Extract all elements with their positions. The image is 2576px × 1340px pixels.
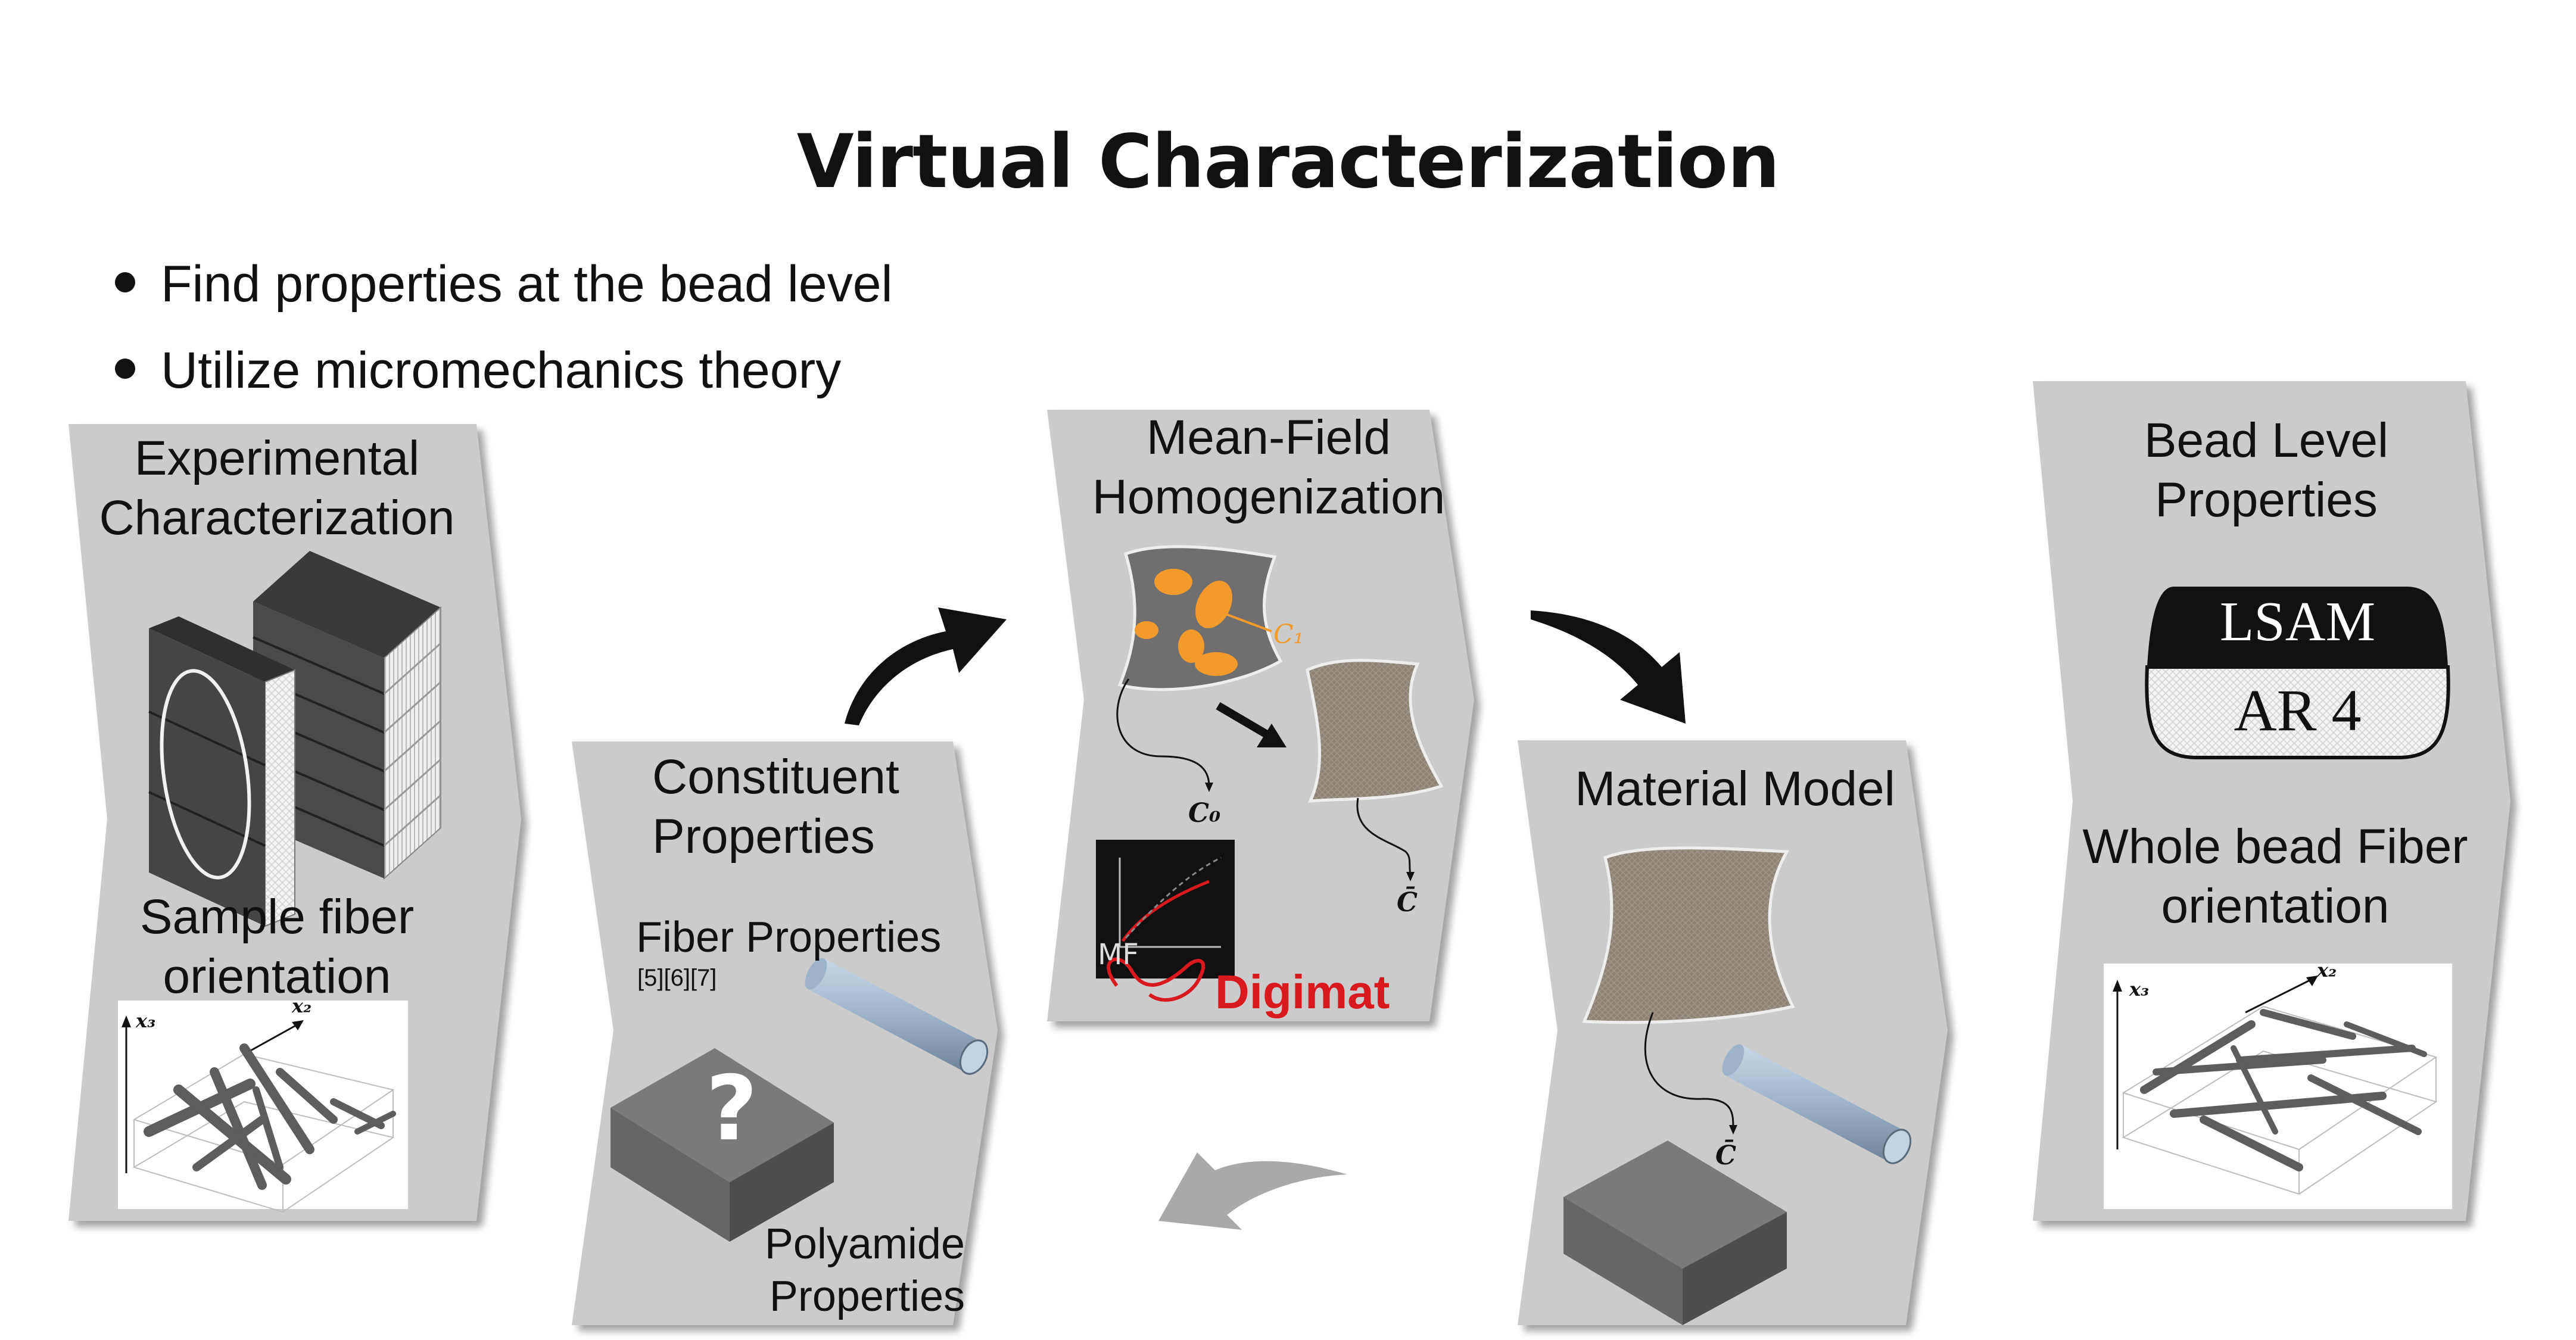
lsam-bead-section — [2145, 587, 2450, 759]
homogenized-medium — [1306, 659, 1444, 881]
axis-label-x2: x₂ — [292, 995, 312, 1017]
experimental-sub-line2: orientation — [163, 949, 391, 1004]
bullet-text: Find properties at the bead level — [161, 255, 893, 313]
bead-level-heading: Bead Level Properties — [2046, 411, 2487, 530]
arrow-to-material-model — [1531, 610, 1686, 724]
polyamide-block — [610, 1048, 834, 1242]
specimen-blocks — [148, 551, 442, 927]
material-fiber-cylinder — [1722, 1044, 1912, 1164]
material-medium — [1582, 846, 1795, 1135]
mean-field-heading: Mean-Field Homogenization — [1060, 408, 1477, 527]
mean-field-heading-line1: Mean-Field — [1146, 410, 1391, 465]
experimental-fiber-plot — [118, 1001, 408, 1213]
experimental-heading-line1: Experimental — [134, 431, 420, 485]
aspect-ratio-label: AR 4 — [2234, 677, 2362, 743]
bullet-text: Utilize micromechanics theory — [161, 342, 842, 399]
mf-software-logo — [1096, 840, 1235, 1002]
bullet-item: Find properties at the bead level — [110, 241, 893, 328]
constituent-heading-line2: Properties — [652, 809, 875, 864]
constituent-heading-line1: Constituent — [652, 750, 899, 804]
bullet-list: Find properties at the bead level Utiliz… — [110, 241, 893, 414]
mf-text: MF — [1098, 938, 1139, 971]
material-block — [1563, 1140, 1787, 1325]
experimental-heading: Experimental Characterization — [68, 429, 485, 548]
bead-axis-label-x3: x₃ — [2129, 978, 2150, 1001]
material-model-heading: Material Model — [1575, 762, 1895, 816]
axis-label-x3: x₃ — [136, 1009, 156, 1032]
bead-fiber-subheading: Whole bead Fiber orientation — [2061, 817, 2490, 936]
bead-level-heading-line2: Properties — [2155, 473, 2378, 527]
page-title: Virtual Characterization — [796, 119, 1780, 205]
material-stiffness-label: C̄ — [1715, 1140, 1737, 1171]
bullet-dot — [115, 272, 135, 292]
inclusion-stiffness-label: C₁ — [1273, 619, 1304, 650]
fiber-properties-label: Fiber Properties — [636, 914, 942, 961]
bead-level-heading-line1: Bead Level — [2144, 413, 2389, 468]
experimental-subheading: Sample fiber orientation — [68, 887, 485, 1006]
arrow-to-mean-field — [845, 607, 1007, 725]
bullet-item: Utilize micromechanics theory — [110, 328, 893, 414]
lsam-label: LSAM — [2219, 591, 2376, 653]
fiber-cylinder — [805, 958, 989, 1075]
rve-inclusions — [1116, 545, 1283, 792]
arrow-back-gray — [1158, 1152, 1347, 1230]
bead-fiber-plot — [2104, 964, 2452, 1209]
matrix-stiffness-label: C₀ — [1188, 798, 1221, 828]
polyamide-line1: Polyamide — [764, 1220, 965, 1268]
fiber-references: [5][6][7] — [637, 965, 717, 991]
polyamide-line2: Properties — [769, 1273, 965, 1320]
unknown-question-mark: ? — [706, 1057, 758, 1161]
effective-stiffness-label: C̄ — [1397, 887, 1418, 918]
bead-fiber-sub-line1: Whole bead Fiber — [2082, 819, 2468, 874]
experimental-heading-line2: Characterization — [99, 491, 455, 545]
mean-field-heading-line2: Homogenization — [1092, 470, 1446, 524]
polyamide-label: Polyamide Properties — [703, 1218, 965, 1323]
experimental-sub-line1: Sample fiber — [139, 890, 415, 944]
homogenization-arrow — [1216, 702, 1287, 747]
bullet-dot — [115, 359, 135, 379]
bead-fiber-sub-line2: orientation — [2161, 879, 2390, 933]
constituent-heading: Constituent Properties — [625, 747, 962, 867]
bead-axis-label-x2: x₂ — [2317, 959, 2337, 981]
digimat-logo-text: Digimat — [1215, 965, 1390, 1018]
